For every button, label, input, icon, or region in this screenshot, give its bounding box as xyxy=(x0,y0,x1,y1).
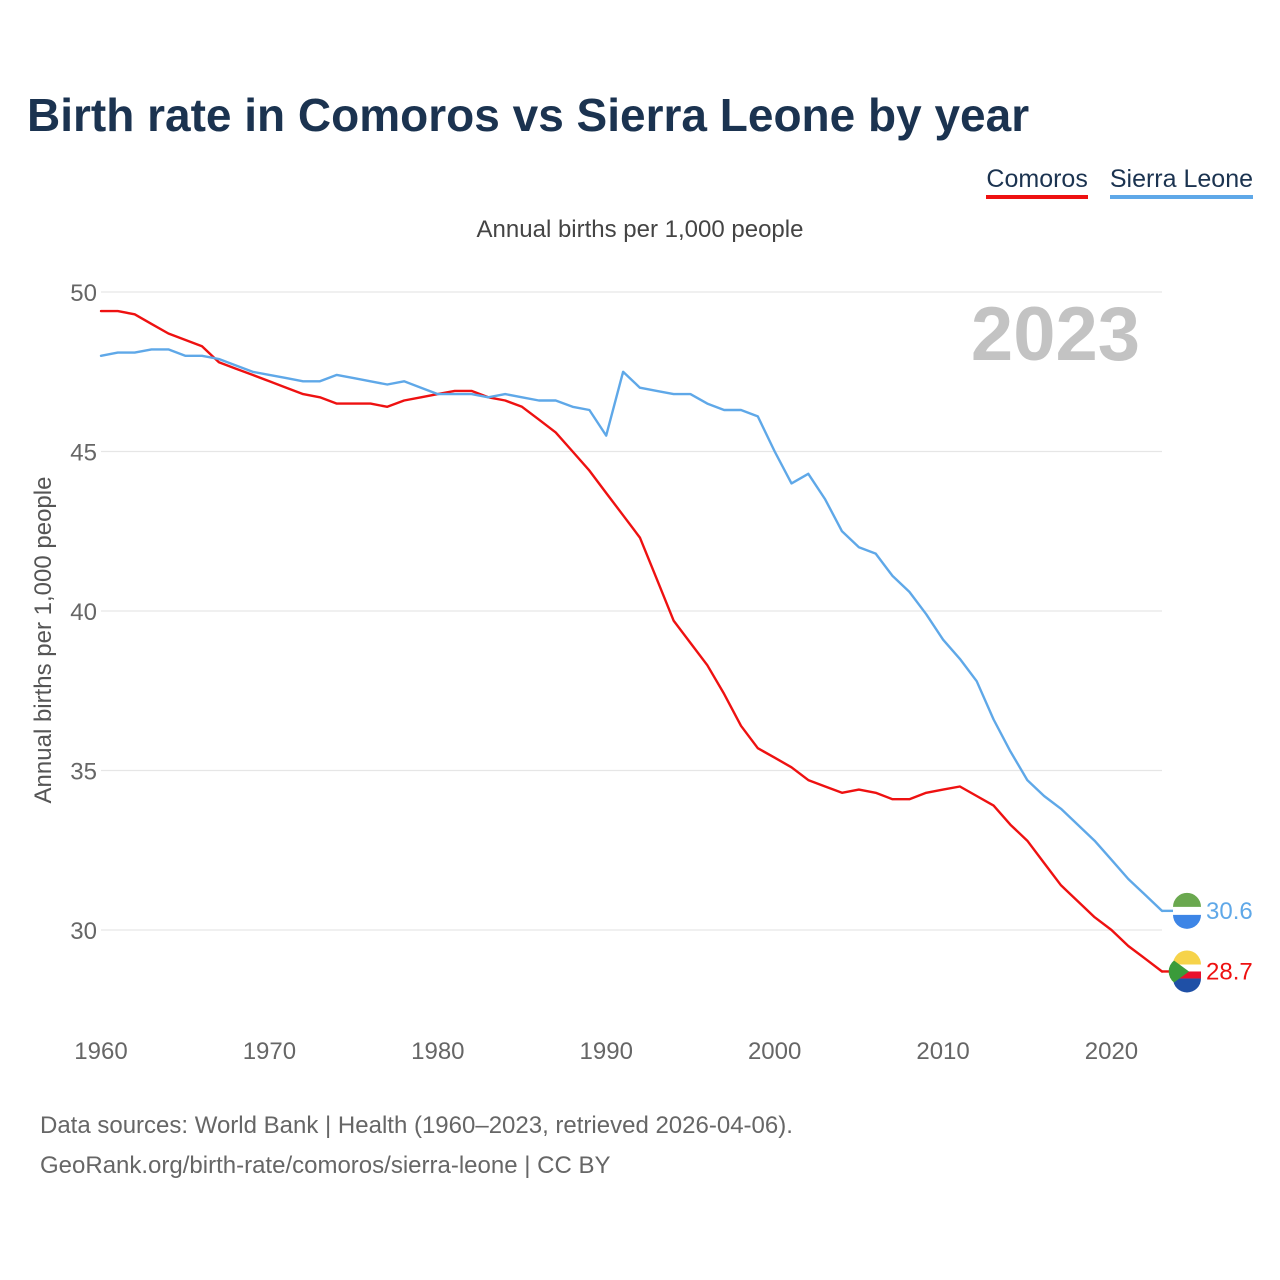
y-tick-label: 30 xyxy=(70,918,97,945)
data-source-text: Data sources: World Bank | Health (1960–… xyxy=(40,1112,793,1139)
legend-item-comoros[interactable]: Comoros xyxy=(986,165,1088,199)
flag-band-yellow xyxy=(1173,950,1201,965)
x-tick-label: 2020 xyxy=(1085,1038,1138,1065)
end-value-label-sierra-leone: 30.6 xyxy=(1206,898,1253,925)
x-tick-label: 2000 xyxy=(748,1038,801,1065)
y-tick-label: 40 xyxy=(70,599,97,626)
x-tick-label: 1960 xyxy=(74,1038,127,1065)
legend-label-comoros: Comoros xyxy=(986,165,1088,193)
series-line-sierra-leone xyxy=(99,348,1164,913)
chart-title: Birth rate in Comoros vs Sierra Leone by… xyxy=(27,89,1030,141)
y-tick-label: 45 xyxy=(70,440,97,467)
chart-subtitle: Annual births per 1,000 people xyxy=(476,216,804,243)
x-tick-label: 1980 xyxy=(411,1038,464,1065)
flag-band-green xyxy=(1173,892,1201,907)
end-value-label-comoros: 28.7 xyxy=(1206,958,1253,985)
legend: Comoros Sierra Leone xyxy=(986,165,1253,199)
y-tick-label: 50 xyxy=(70,280,97,307)
series-line-comoros xyxy=(99,309,1164,973)
y-tick-label: 35 xyxy=(70,759,97,786)
x-tick-label: 1970 xyxy=(243,1038,296,1065)
x-tick-label: 2010 xyxy=(916,1038,969,1065)
flag-band-red xyxy=(1173,971,1201,979)
source-url-text[interactable]: GeoRank.org/birth-rate/comoros/sierra-le… xyxy=(40,1152,611,1179)
flag-triangle-green xyxy=(1168,960,1189,983)
x-tick-label: 1990 xyxy=(580,1038,633,1065)
flag-band-blue xyxy=(1173,978,1201,993)
legend-item-sierra-leone[interactable]: Sierra Leone xyxy=(1109,165,1253,199)
year-watermark: 2023 xyxy=(971,292,1140,377)
footer: Data sources: World Bank | Health (1960–… xyxy=(40,1106,793,1186)
y-axis-label: Annual births per 1,000 people xyxy=(30,477,57,804)
flag-band-blue xyxy=(1173,914,1201,929)
legend-label-sierra-leone: Sierra Leone xyxy=(1109,165,1253,193)
